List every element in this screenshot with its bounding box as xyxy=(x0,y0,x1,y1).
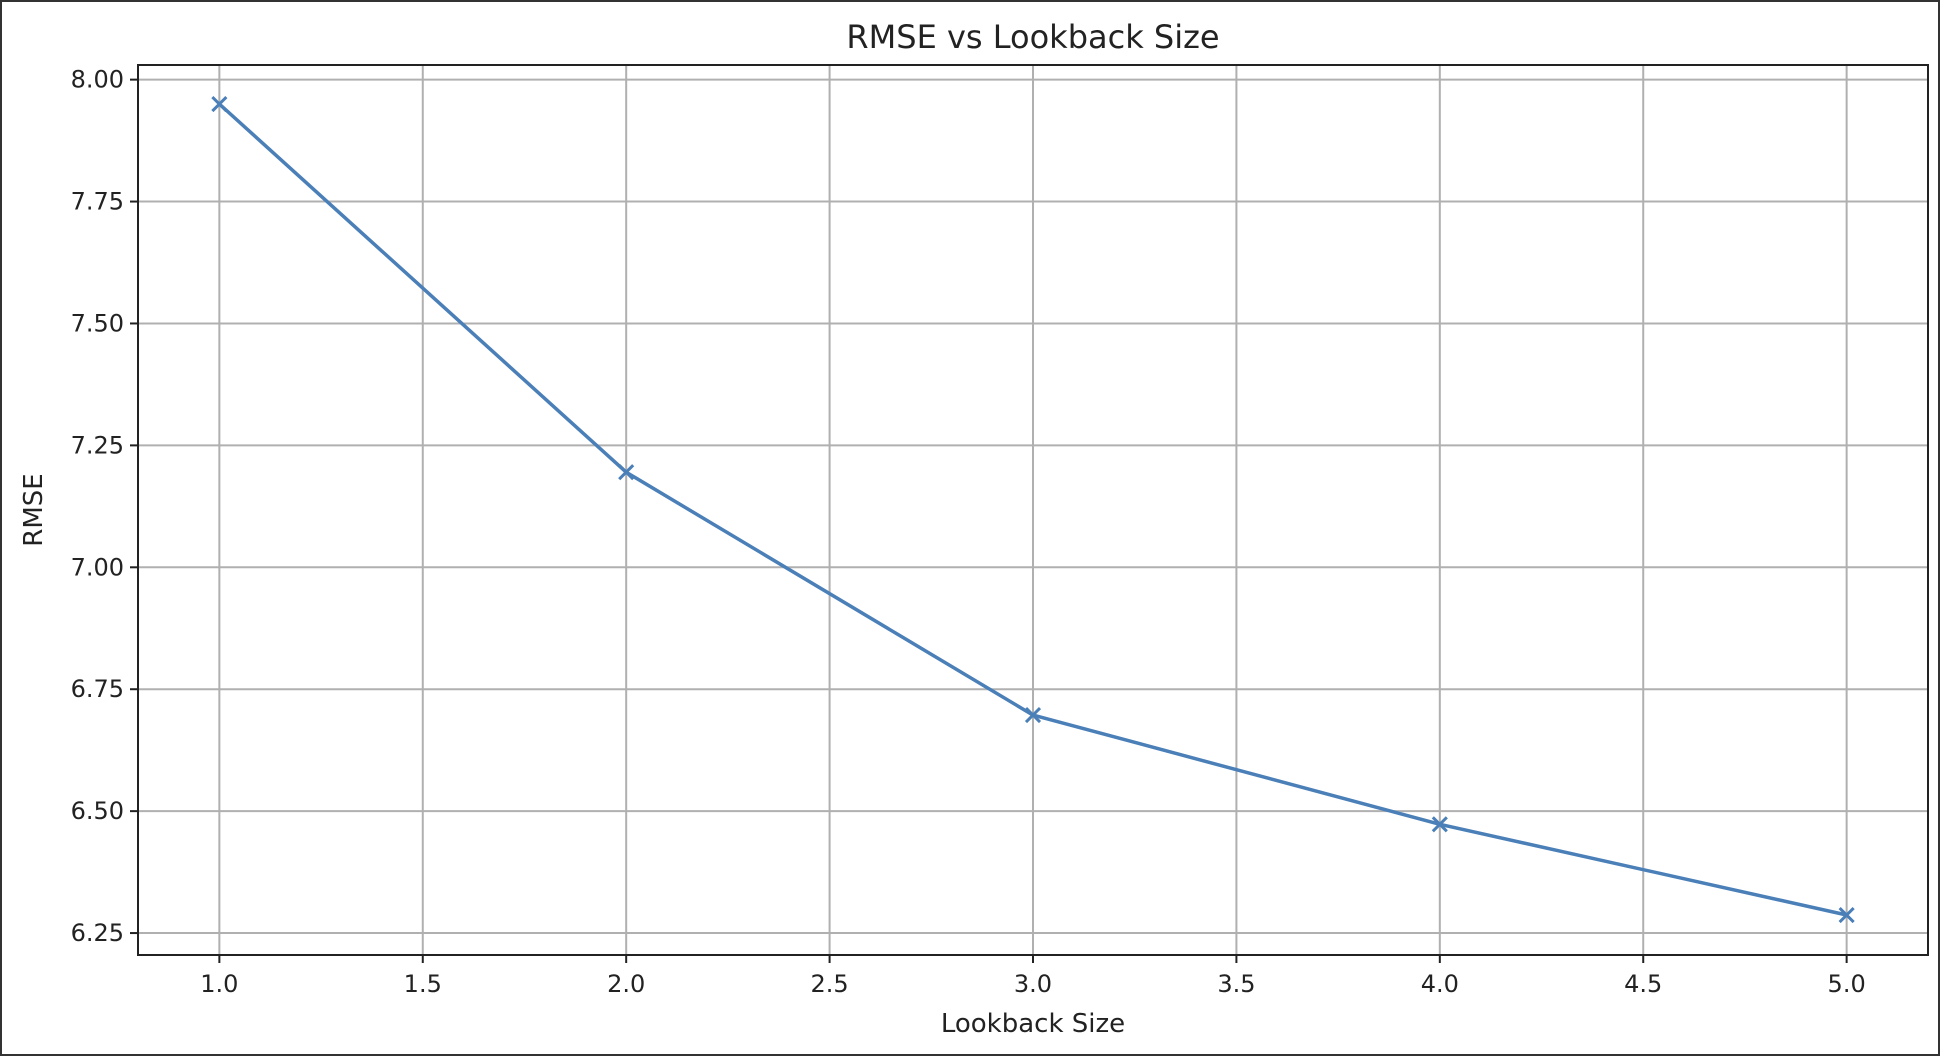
data-point-marker xyxy=(1431,816,1448,833)
grid xyxy=(138,65,1928,955)
x-axis-title: Lookback Size xyxy=(941,1009,1125,1039)
y-tick-label: 7.25 xyxy=(71,431,124,459)
x-tick-label: 2.5 xyxy=(811,970,849,998)
x-tick-label: 4.5 xyxy=(1624,970,1662,998)
x-axis-ticks: 1.0 1.5 2.0 2.5 3.0 3.5 4.0 4.5 5.0 xyxy=(200,955,1866,998)
x-tick-label: 4.0 xyxy=(1421,970,1459,998)
chart-title: RMSE vs Lookback Size xyxy=(846,18,1219,56)
x-tick-label: 2.0 xyxy=(607,970,645,998)
x-tick-label: 5.0 xyxy=(1828,970,1866,998)
y-tick-label: 7.00 xyxy=(71,553,124,581)
y-tick-label: 7.75 xyxy=(71,188,124,216)
series-layer xyxy=(211,95,1855,924)
y-axis-title: RMSE xyxy=(19,473,49,546)
data-point-marker xyxy=(1838,906,1855,924)
data-point-marker xyxy=(211,95,228,113)
x-tick-label: 1.0 xyxy=(200,970,238,998)
y-tick-label: 6.75 xyxy=(71,675,124,703)
x-tick-label: 3.0 xyxy=(1014,970,1052,998)
y-tick-label: 6.25 xyxy=(71,919,124,947)
data-point-marker xyxy=(1024,707,1042,724)
y-tick-label: 8.00 xyxy=(71,66,124,94)
y-tick-label: 7.50 xyxy=(71,309,124,337)
x-tick-label: 3.5 xyxy=(1217,970,1255,998)
y-axis-ticks: 6.25 6.50 6.75 7.00 7.25 7.50 7.75 8.00 xyxy=(71,66,138,947)
x-tick-label: 1.5 xyxy=(404,970,442,998)
y-tick-label: 6.50 xyxy=(71,797,124,825)
data-point-marker xyxy=(618,464,635,481)
